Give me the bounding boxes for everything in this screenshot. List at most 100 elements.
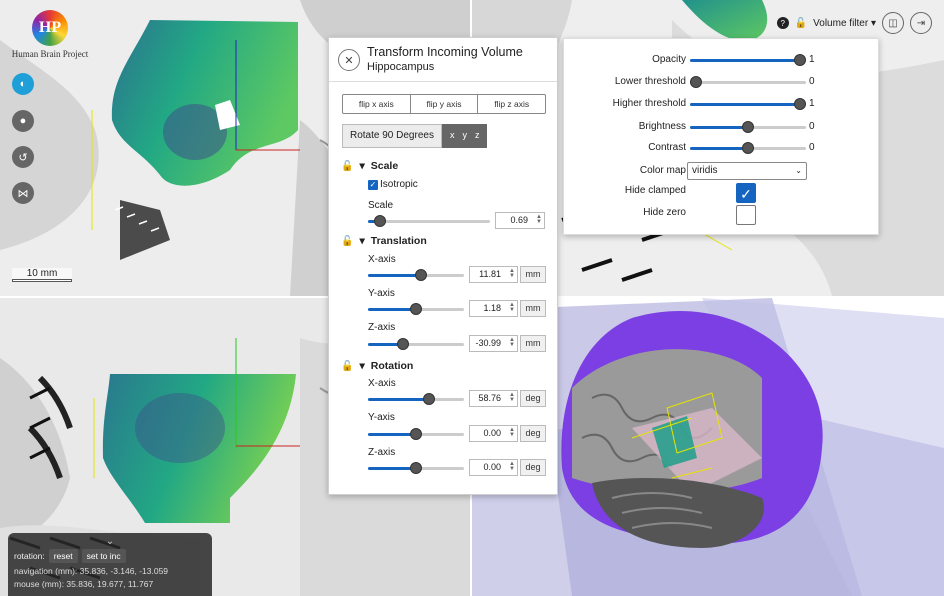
hide-clamped-row: Hide clamped ✓: [564, 183, 880, 205]
caret-down-icon: ▾: [359, 160, 365, 172]
scale-bar-line: [12, 279, 72, 282]
translation-section-title: Translation: [370, 235, 427, 247]
logo-initials: HP: [38, 19, 62, 36]
higher-threshold-row: Higher threshold 1: [564, 96, 880, 112]
logo-name: Human Brain Project: [11, 49, 89, 59]
flip-z-button[interactable]: flip z axis: [494, 99, 530, 109]
scale-slider[interactable]: [368, 215, 490, 227]
scale-section-header[interactable]: 🔓 ▾ Scale: [341, 160, 398, 172]
hide-zero-label: Hide zero: [643, 207, 686, 218]
rotate-z-button[interactable]: z: [474, 130, 480, 140]
scale-section-title: Scale: [370, 160, 399, 172]
reset-button[interactable]: reset: [48, 549, 78, 563]
close-glyph: ✕: [344, 54, 354, 67]
translation-section-header[interactable]: 🔓 ▾ Translation: [341, 235, 427, 247]
color-map-select[interactable]: viridis ⌄: [687, 162, 807, 180]
translation-z-slider[interactable]: [368, 338, 464, 350]
scale-value: 0.69: [510, 215, 528, 225]
history-icon-glyph: ↺: [18, 151, 28, 164]
rotation-section-header[interactable]: 🔓 ▾ Rotation: [341, 360, 413, 372]
hide-zero-row: Hide zero: [564, 205, 880, 227]
brain-icon[interactable]: ◐: [12, 73, 34, 95]
translation-y-value: 1.18: [483, 303, 501, 313]
rotation-z-value: 0.00: [483, 462, 501, 472]
unlock-icon[interactable]: 🔓: [341, 360, 354, 372]
rotation-x-slider[interactable]: [368, 393, 464, 405]
status-panel: ⌄ rotation: reset set to inc navigation …: [8, 533, 212, 596]
layout-icon[interactable]: ◫: [882, 12, 904, 34]
set-to-inc-button[interactable]: set to inc: [81, 549, 126, 563]
translation-y-label: Y-axis: [368, 288, 395, 299]
hide-clamped-checkbox[interactable]: ✓: [736, 183, 756, 203]
opacity-slider[interactable]: [690, 54, 806, 66]
flip-button-group: flip x axis flip y axis flip z axis: [342, 94, 546, 114]
higher-threshold-label: Higher threshold: [612, 98, 686, 109]
contrast-slider[interactable]: [690, 142, 806, 154]
contrast-value: 0: [809, 142, 815, 153]
translation-y-unit: mm: [520, 300, 546, 317]
lower-threshold-slider[interactable]: [690, 76, 806, 88]
mouse-coordinates: mouse (mm): 35.836, 19.677, 11.767: [14, 579, 154, 589]
lower-threshold-value: 0: [809, 76, 815, 87]
rotation-x-input[interactable]: 58.76 ▲ ▼: [469, 390, 518, 407]
translation-x-unit: mm: [520, 266, 546, 283]
rotation-y-slider[interactable]: [368, 428, 464, 440]
chevron-down-icon[interactable]: ⌄: [105, 536, 115, 547]
isotropic-label: Isotropic: [380, 179, 418, 190]
rotate-90-group: Rotate 90 Degrees x y z: [342, 124, 488, 148]
contrast-row: Contrast 0: [564, 140, 880, 156]
brightness-row: Brightness 0: [564, 119, 880, 135]
unlock-icon[interactable]: 🔓: [341, 235, 354, 247]
rotation-z-label: Z-axis: [368, 447, 396, 458]
rotate-90-button[interactable]: Rotate 90 Degrees: [342, 124, 442, 148]
unlock-icon[interactable]: 🔓: [341, 160, 354, 172]
help-icon[interactable]: ?: [776, 17, 789, 29]
rotation-z-slider[interactable]: [368, 462, 464, 474]
exit-icon[interactable]: ⇥: [910, 12, 932, 34]
scale-bar: 10 mm: [12, 268, 72, 282]
contrast-label: Contrast: [648, 142, 686, 153]
hide-zero-checkbox[interactable]: [736, 205, 756, 225]
rotation-y-input[interactable]: 0.00 ▲ ▼: [469, 425, 518, 442]
lock-icon[interactable]: 🔓: [794, 17, 808, 29]
scale-bar-label: 10 mm: [12, 268, 72, 279]
translation-x-slider[interactable]: [368, 269, 464, 281]
translation-z-label: Z-axis: [368, 322, 396, 333]
share-icon-glyph: ⋈: [17, 187, 29, 200]
scale-input[interactable]: 0.69 ▲ ▼: [495, 212, 545, 229]
translation-z-value: -30.99: [475, 338, 501, 348]
flip-x-button[interactable]: flip x axis: [343, 95, 411, 113]
rotation-z-input[interactable]: 0.00 ▲ ▼: [469, 459, 518, 476]
history-icon[interactable]: ↺: [12, 146, 34, 168]
brightness-label: Brightness: [638, 121, 686, 132]
rotate-axis-group: x y z: [441, 124, 488, 148]
rotation-y-label: Y-axis: [368, 412, 395, 423]
flip-y-button[interactable]: flip y axis: [411, 95, 479, 113]
brightness-slider[interactable]: [690, 121, 806, 133]
help-glyph: ?: [780, 18, 785, 28]
rotate-y-button[interactable]: y: [462, 130, 467, 140]
higher-threshold-slider[interactable]: [690, 98, 806, 110]
close-icon[interactable]: ✕: [338, 49, 360, 71]
volume-filter-dropdown[interactable]: Volume filter ▾: [813, 18, 876, 29]
hide-clamped-label: Hide clamped: [624, 185, 686, 196]
transform-panel-header: ✕ Transform Incoming Volume Hippocampus: [329, 38, 557, 82]
rotate-x-button[interactable]: x: [449, 130, 455, 140]
isotropic-checkbox[interactable]: ✓ Isotropic: [368, 179, 418, 190]
translation-z-unit: mm: [520, 335, 546, 352]
transform-panel-subtitle: Hippocampus: [367, 61, 435, 73]
rotation-x-unit: deg: [520, 390, 546, 407]
lower-threshold-row: Lower threshold 0: [564, 74, 880, 90]
translation-z-input[interactable]: -30.99 ▲ ▼: [469, 335, 518, 352]
rotation-y-unit: deg: [520, 425, 546, 442]
share-icon[interactable]: ⋈: [12, 182, 34, 204]
chevron-down-icon: ⌄: [795, 166, 802, 175]
translation-y-slider[interactable]: [368, 303, 464, 315]
color-map-row: Color map viridis ⌄: [564, 162, 880, 182]
translation-y-input[interactable]: 1.18 ▲ ▼: [469, 300, 518, 317]
rotation-y-value: 0.00: [483, 428, 501, 438]
checkmark-icon: ✓: [740, 186, 752, 202]
translation-x-input[interactable]: 11.81 ▲ ▼: [469, 266, 518, 283]
pin-icon[interactable]: ●: [12, 110, 34, 132]
